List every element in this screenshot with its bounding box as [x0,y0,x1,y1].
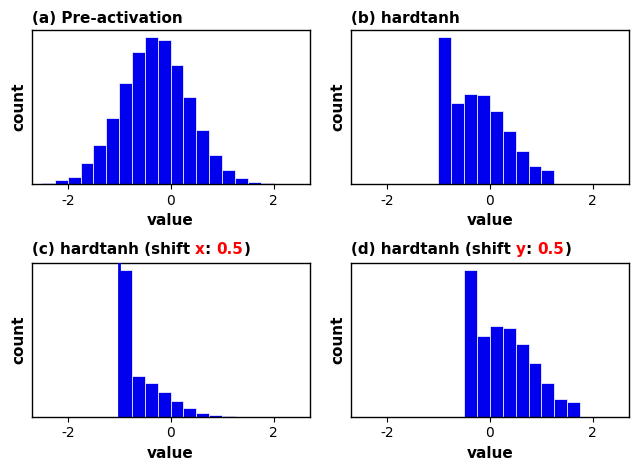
Text: (b) hardtanh: (b) hardtanh [351,11,460,26]
Bar [438,37,451,184]
Bar [81,163,93,184]
Bar [184,408,196,417]
Bar [209,415,222,417]
Bar [235,178,248,184]
Bar [529,363,541,417]
X-axis label: value: value [467,446,513,461]
Bar [541,169,554,184]
Bar [490,111,503,184]
Bar [464,270,477,417]
Text: ): ) [564,242,572,257]
Bar [42,183,55,184]
Bar [477,336,490,417]
Bar [171,401,184,417]
Text: x: x [195,242,205,257]
Bar [106,118,119,184]
Bar [145,37,157,184]
Bar [503,131,516,184]
Text: ): ) [243,242,250,257]
Bar [119,270,132,417]
Bar [157,40,171,184]
Bar [554,399,567,417]
X-axis label: value: value [147,446,194,461]
Bar [171,65,184,184]
Y-axis label: count: count [330,315,346,364]
Bar [68,177,81,184]
Bar [132,52,145,184]
Text: y: y [516,242,526,257]
Bar [567,403,580,417]
Bar [196,130,209,184]
Bar [93,145,106,184]
Bar [260,183,273,184]
Text: (a) Pre-activation: (a) Pre-activation [31,11,182,26]
Bar [503,328,516,417]
Bar [209,155,222,184]
Text: (c) hardtanh (shift: (c) hardtanh (shift [31,242,195,257]
Bar [222,169,235,184]
Text: (d) hardtanh (shift: (d) hardtanh (shift [351,242,516,257]
Bar [248,182,260,184]
Bar [477,95,490,184]
Y-axis label: count: count [330,83,346,131]
Bar [516,151,529,184]
Y-axis label: count: count [11,83,26,131]
Bar [196,413,209,417]
Text: 0.5: 0.5 [538,242,564,257]
Bar [132,376,145,417]
Bar [119,83,132,184]
X-axis label: value: value [467,213,513,228]
Text: :: : [526,242,538,257]
Text: :: : [205,242,216,257]
Bar [529,166,541,184]
Bar [184,97,196,184]
Bar [55,180,68,184]
Bar [157,392,171,417]
Y-axis label: count: count [11,315,26,364]
X-axis label: value: value [147,213,194,228]
Bar [516,344,529,417]
Bar [464,93,477,184]
Bar [222,416,235,417]
Bar [490,326,503,417]
Bar [541,383,554,417]
Text: 0.5: 0.5 [216,242,243,257]
Bar [451,103,464,184]
Bar [145,383,157,417]
